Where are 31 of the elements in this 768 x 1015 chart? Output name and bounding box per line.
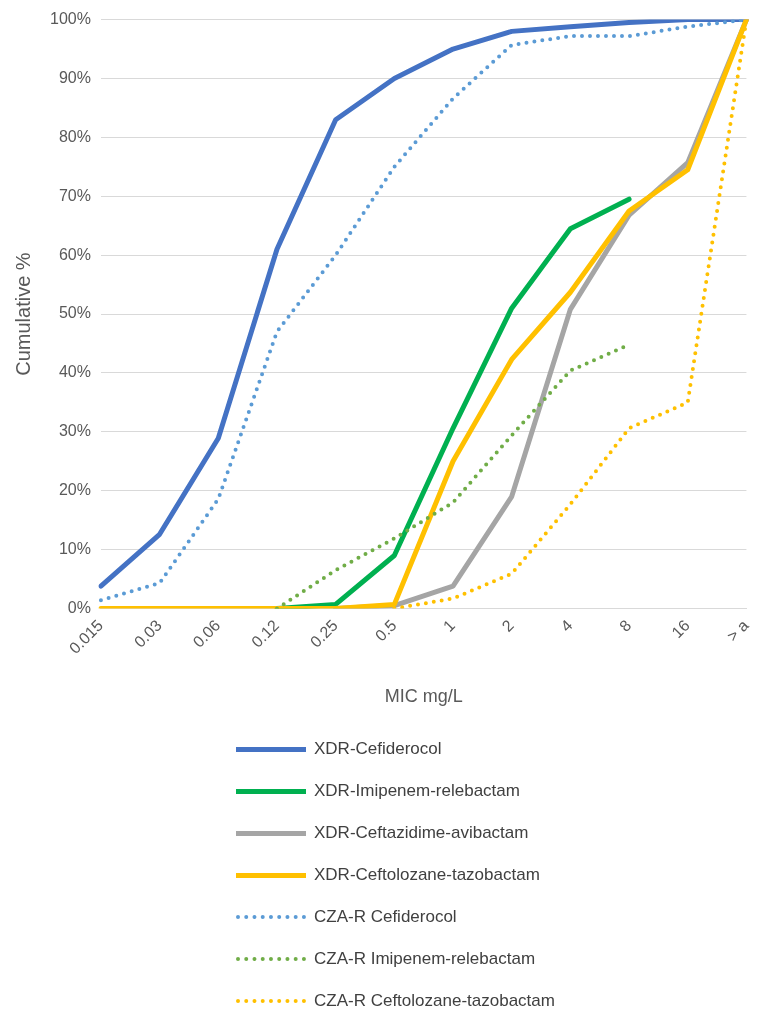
y-tick-label: 80% xyxy=(58,127,91,145)
y-axis-title: Cumulative % xyxy=(11,252,34,376)
x-tick-label: 16 xyxy=(668,616,694,642)
legend-label: CZA-R Cefiderocol xyxy=(314,907,457,927)
y-tick-label: 60% xyxy=(58,245,91,263)
x-tick-label: 2 xyxy=(498,616,517,635)
x-tick-label: 0.06 xyxy=(189,616,224,651)
legend-label: CZA-R Ceftolozane-tazobactam xyxy=(314,991,555,1011)
x-tick-label: 0.12 xyxy=(248,616,283,651)
x-tick-label: 0.25 xyxy=(306,616,341,651)
y-tick-label: 90% xyxy=(58,68,91,86)
x-tick-label: 8 xyxy=(615,616,635,635)
legend-label: CZA-R Imipenem-relebactam xyxy=(314,949,536,969)
x-axis-title: MIC mg/L xyxy=(384,686,463,707)
y-tick-label: 10% xyxy=(58,540,91,558)
x-tick-label: 1 xyxy=(439,616,459,635)
y-tick-label: 20% xyxy=(58,481,91,499)
x-tick-label: > a xyxy=(723,616,752,645)
legend-label: XDR-Imipenem-relebactam xyxy=(314,781,520,801)
legend-label: XDR-Ceftolozane-tazobactam xyxy=(314,865,540,885)
y-tick-label: 30% xyxy=(58,422,91,440)
x-tick-label: 0.03 xyxy=(130,616,165,651)
legend-label: XDR-Ceftazidime-avibactam xyxy=(314,823,529,843)
x-tick-label: 4 xyxy=(557,616,576,635)
y-tick-label: 100% xyxy=(50,10,91,28)
y-tick-label: 0% xyxy=(67,598,91,616)
y-tick-label: 40% xyxy=(58,363,91,381)
legend-label: XDR-Cefiderocol xyxy=(314,739,442,759)
y-tick-label: 50% xyxy=(58,304,91,322)
y-tick-label: 70% xyxy=(58,186,91,204)
x-tick-label: 0.5 xyxy=(371,616,400,645)
